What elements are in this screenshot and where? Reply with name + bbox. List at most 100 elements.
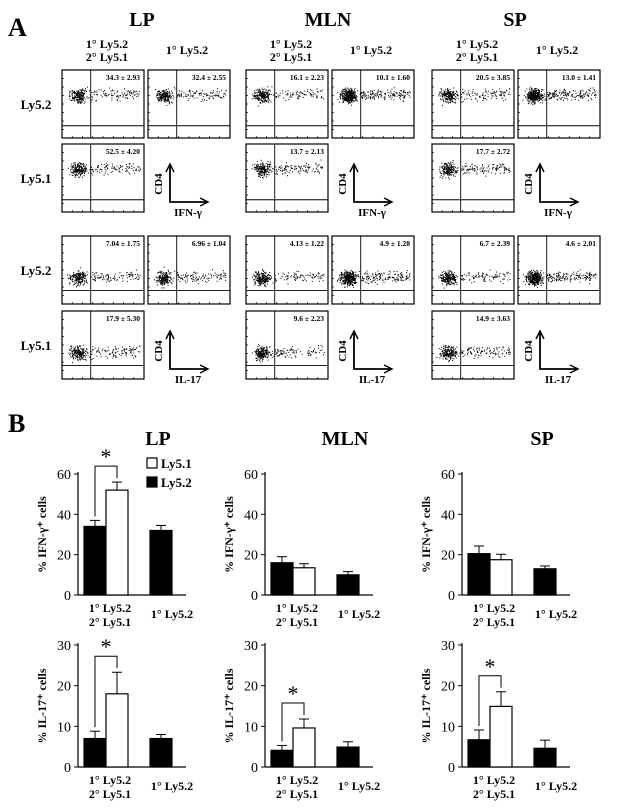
significance-marker: * (485, 654, 496, 679)
flow-scatter-events (522, 86, 597, 106)
quadrant-percentage: 34.3 ± 2.93 (106, 73, 140, 82)
axis-arrow-up (165, 162, 175, 173)
axis-arrow-right (383, 364, 394, 374)
y-tick-label: 0 (448, 589, 455, 604)
bar (149, 529, 173, 596)
bar (149, 737, 173, 768)
flow-scatter-events (439, 159, 511, 180)
bar (292, 727, 316, 768)
axis-arrow-right (569, 197, 580, 207)
x-label-group1-line1: 1° Ly5.2 (89, 773, 131, 787)
flow-scatter-events (436, 345, 511, 362)
axis-icon-xlabel: IFN-γ (358, 207, 386, 219)
bar (336, 746, 360, 768)
axis-arrow-up (349, 162, 359, 173)
x-label-group1-line2: 2° Ly5.1 (89, 615, 131, 629)
quadrant-percentage: 4.6 ± 2.01 (566, 239, 597, 248)
flow-plot-frame (245, 235, 329, 305)
y-axis-label: % IFN-γ⁺ cells (222, 496, 236, 573)
significance-marker: * (101, 634, 112, 659)
flow-scatter-events (155, 86, 227, 106)
flow-plot-frame (245, 69, 329, 139)
panel-a-row-label-2: Ly5.2 (21, 263, 52, 278)
panel-a-header-primary: 1° Ly5.2 (270, 37, 312, 51)
panel-a-header-primary: 1° Ly5.2 (86, 37, 128, 51)
y-tick-label: 40 (244, 508, 258, 523)
legend-swatch-open (146, 457, 158, 469)
axis-icon-lines (539, 166, 576, 203)
flow-plot: 6.7 ± 2.39 (431, 235, 515, 305)
legend: Ly5.1 Ly5.2 (146, 456, 192, 490)
bar (83, 737, 107, 768)
significance-marker: * (101, 444, 112, 469)
quadrant-percentage: 4.13 ± 1.22 (290, 239, 324, 248)
quadrant-percentage: 17.7 ± 2.72 (476, 147, 510, 156)
axis-arrow-up (535, 162, 545, 173)
flow-plot: 7.04 ± 1.75 (61, 235, 145, 305)
axis-arrow-right (383, 197, 394, 207)
flow-plot-frame (331, 69, 415, 139)
flow-plot: 32.4 ± 2.55 (147, 69, 231, 139)
panel-a-row-label-0: Ly5.2 (21, 97, 52, 112)
y-tick-label: 30 (441, 639, 455, 654)
y-tick-label: 20 (57, 680, 71, 695)
quadrant-percentage: 6.96 ± 1.04 (192, 239, 226, 248)
y-tick-label: 0 (251, 761, 258, 776)
x-label-group1-line1: 1° Ly5.2 (473, 601, 515, 615)
legend-label-open: Ly5.1 (161, 456, 192, 471)
quadrant-percentage: 20.5 ± 3.85 (476, 73, 510, 82)
y-tick-label: 60 (57, 468, 71, 483)
significance-marker: * (288, 681, 299, 706)
quadrant-percentage: 7.04 ± 1.75 (106, 239, 140, 248)
bar (489, 705, 513, 768)
quadrant-percentage: 4.9 ± 1.28 (380, 239, 411, 248)
significance-bracket (94, 465, 118, 517)
flow-plot-frame (431, 69, 515, 139)
panel-a-row-label-3: Ly5.1 (21, 338, 52, 353)
axis-icon-ylabel: CD4 (337, 340, 349, 362)
axis-arrow-right (569, 364, 580, 374)
y-axis-label: % IL-17⁺ cells (419, 668, 433, 743)
flow-scatter-events (68, 161, 141, 178)
x-label-group1-line1: 1° Ly5.2 (276, 601, 318, 615)
panel-a-header-secondary: 2° Ly5.1 (456, 50, 498, 64)
panel-a-letter: A (8, 13, 27, 42)
y-tick-label: 10 (244, 720, 258, 735)
flow-plot-frame (61, 69, 145, 139)
significance-bracket (281, 702, 305, 742)
flow-plot-frame (331, 235, 415, 305)
flow-axis-icon: CD4 IL-17 (523, 329, 580, 386)
bar (105, 693, 129, 768)
x-label-group2: 1° Ly5.2 (151, 779, 193, 793)
panel-a-header-primary: 1° Ly5.2 (456, 37, 498, 51)
bar (467, 739, 491, 768)
flow-plot: 6.96 ± 1.04 (147, 235, 231, 305)
x-label-group1-line2: 2° Ly5.1 (276, 787, 318, 801)
panel-b-letter: B (8, 409, 25, 438)
axis-icon-lines (353, 166, 390, 203)
legend-label-filled: Ly5.2 (161, 475, 192, 490)
bar (292, 567, 316, 596)
bar (533, 747, 557, 768)
axis-icon-ylabel: CD4 (523, 340, 535, 362)
axis-icon-ylabel: CD4 (523, 173, 535, 195)
axis-icon-lines (169, 333, 206, 370)
x-label-group2: 1° Ly5.2 (535, 779, 577, 793)
x-label-group2: 1° Ly5.2 (338, 607, 380, 621)
flow-axis-icon: CD4 IL-17 (153, 329, 210, 386)
flow-plot-frame (147, 69, 231, 139)
flow-plot: 4.13 ± 1.22 (245, 235, 329, 305)
flow-plot-frame (431, 235, 515, 305)
panel-b-title-sp: SP (530, 428, 553, 450)
x-label-group1-line2: 2° Ly5.1 (473, 787, 515, 801)
x-label-group1-line2: 2° Ly5.1 (89, 787, 131, 801)
panel-a-header-single: 1° Ly5.2 (350, 43, 392, 57)
axis-icon-lines (539, 333, 576, 370)
y-axis-label: % IL-17⁺ cells (222, 668, 236, 743)
y-tick-label: 20 (57, 549, 71, 564)
panel-b-title-lp: LP (145, 428, 171, 450)
